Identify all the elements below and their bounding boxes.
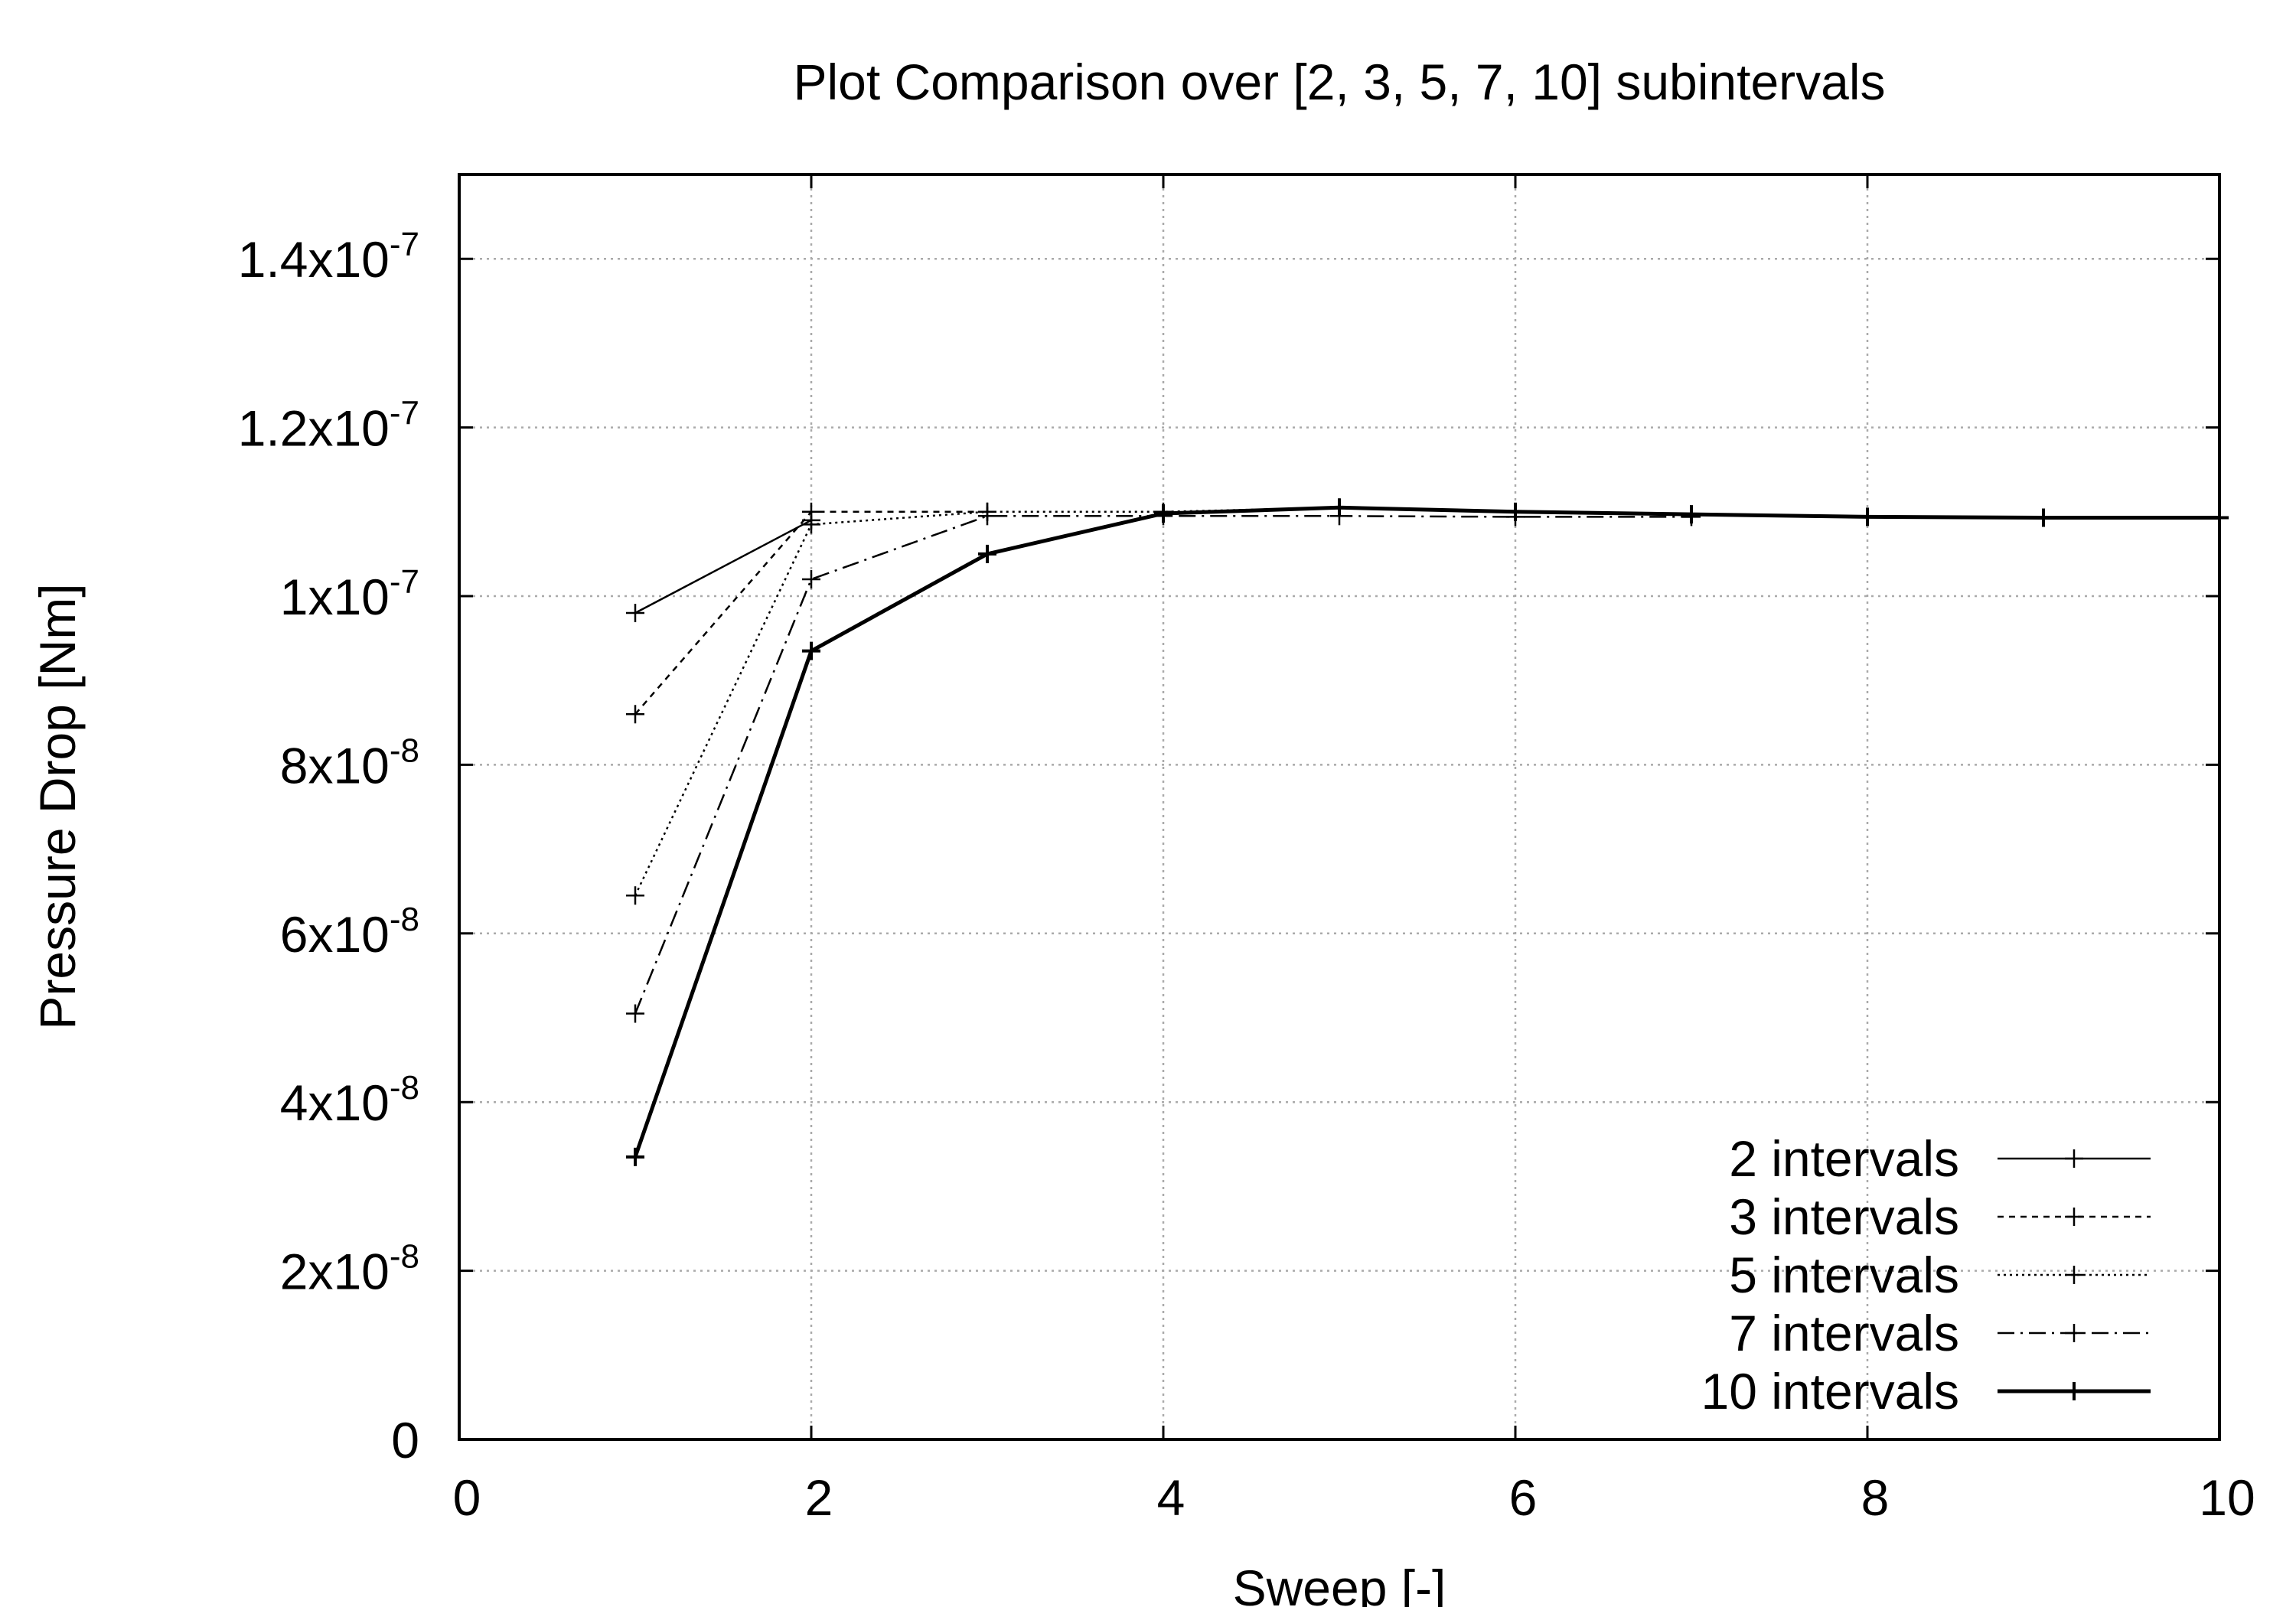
series-line: [634, 507, 1340, 896]
series-line: [634, 510, 987, 715]
y-tick-label: 4x10-8: [280, 1069, 419, 1131]
y-tick-exponent: -7: [390, 226, 419, 263]
y-tick-exponent: -7: [390, 395, 419, 432]
x-tick-label: 4: [1157, 1469, 1186, 1526]
y-tick-mantissa: 1x10: [280, 569, 390, 625]
y-tick-label: 1x10-7: [280, 563, 419, 625]
x-axis-label: Sweep [-]: [1233, 1560, 1446, 1607]
y-tick-label: 1.4x10-7: [238, 226, 419, 288]
x-tick-label: 2: [805, 1469, 833, 1526]
legend-item: 3 intervals: [1729, 1188, 2151, 1245]
y-tick-mantissa: 1.4x10: [238, 231, 390, 288]
plot-frame: [458, 173, 2221, 1441]
series-line: [633, 505, 2219, 1158]
y-tick-mantissa: 1.2x10: [238, 400, 390, 457]
legend-label: 3 intervals: [1729, 1188, 1959, 1245]
series-2: [626, 502, 996, 724]
series-line: [634, 519, 812, 614]
legend-item: 7 intervals: [1729, 1305, 2151, 1361]
y-tick-exponent: -7: [390, 563, 419, 601]
y-tick-label: 0: [391, 1412, 419, 1468]
x-tick-label: 6: [1509, 1469, 1538, 1526]
y-tick-mantissa: 0: [391, 1412, 419, 1468]
legend-item: 5 intervals: [1729, 1247, 2151, 1303]
series-1: [626, 510, 820, 623]
y-tick-mantissa: 8x10: [280, 737, 390, 794]
legend-label: 5 intervals: [1729, 1247, 1959, 1303]
legend-item: 2 intervals: [1729, 1130, 2151, 1187]
y-tick-mantissa: 2x10: [280, 1244, 390, 1300]
y-axis-label: Pressure Drop [Nm]: [29, 583, 86, 1029]
y-tick-exponent: -8: [390, 1238, 419, 1276]
y-tick-label: 1.2x10-7: [238, 395, 419, 457]
legend-label: 7 intervals: [1729, 1305, 1959, 1361]
series-layer: [626, 498, 2229, 1166]
y-tick-exponent: -8: [390, 732, 419, 769]
x-tick-label: 8: [1861, 1469, 1890, 1526]
y-tick-label: 8x10-8: [280, 732, 419, 794]
y-tick-exponent: -8: [390, 1069, 419, 1107]
y-tick-exponent: -8: [390, 901, 419, 938]
legend-label: 2 intervals: [1729, 1130, 1959, 1187]
x-tick-label: 10: [2199, 1469, 2255, 1526]
legend-label: 10 intervals: [1701, 1363, 1959, 1420]
grid: [459, 174, 2219, 1439]
y-tick-mantissa: 4x10: [280, 1074, 390, 1131]
y-tick-label: 2x10-8: [280, 1238, 419, 1300]
x-tick-label: 0: [453, 1469, 481, 1526]
y-tick-label: 6x10-8: [280, 901, 419, 963]
series-5: [626, 498, 2229, 1166]
ticks: 0 2 4 6 8 1002x10-84x10-86x10-88x10-81x10-71.…: [238, 174, 2255, 1526]
chart-title: Plot Comparison over [2, 3, 5, 7, 10] su…: [793, 54, 1885, 110]
y-tick-mantissa: 6x10: [280, 906, 390, 963]
legend-item: 10 intervals: [1701, 1363, 2151, 1420]
